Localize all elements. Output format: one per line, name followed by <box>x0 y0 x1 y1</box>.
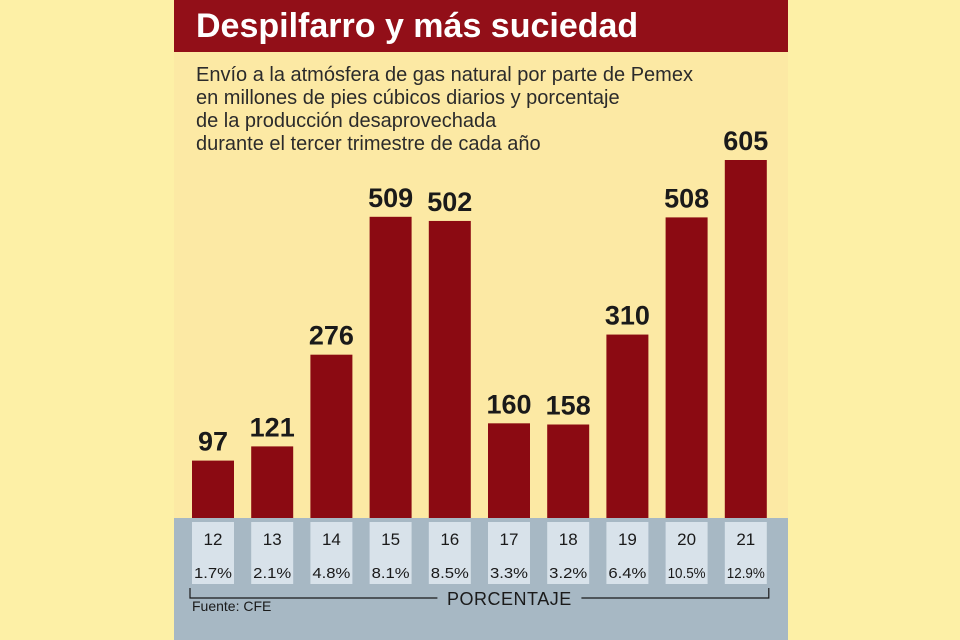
bar <box>428 220 471 518</box>
category-cell <box>369 522 412 584</box>
chart-title: Despilfarro y más suciedad <box>196 7 639 45</box>
subtitle-line: Envío a la atmósfera de gas natural por … <box>196 64 693 86</box>
subtitle-line: en millones de pies cúbicos diarios y po… <box>196 87 620 109</box>
percentage-label: 3.2% <box>549 565 587 582</box>
subtitle-line: de la producción desaprovechada <box>196 110 497 132</box>
category-cell <box>488 522 530 584</box>
bar-value-label: 508 <box>664 183 709 213</box>
category-label: 21 <box>736 530 755 549</box>
bar-value-label: 160 <box>486 389 531 419</box>
category-label: 15 <box>381 530 400 549</box>
percentage-label: 3.3% <box>490 565 528 582</box>
chart-subtitle: Envío a la atmósfera de gas natural por … <box>196 64 756 156</box>
bar-value-label: 121 <box>250 412 295 442</box>
bar-value-label: 276 <box>309 321 354 351</box>
category-cell <box>547 522 590 584</box>
bracket-label-backdrop <box>437 594 582 604</box>
bar <box>665 217 708 518</box>
percentage-label: 1.7% <box>194 565 232 582</box>
category-cell <box>724 522 767 584</box>
percentage-label: 8.1% <box>372 565 410 582</box>
category-label: 13 <box>263 530 282 549</box>
percentage-label: 8.5% <box>431 565 469 582</box>
category-cell <box>665 522 708 584</box>
bar-chart: 97 12 1.7% 121 13 2.1% 276 14 4.8% 509 15 8.1% 502 16… <box>189 126 770 609</box>
bar <box>251 446 294 518</box>
title-bar: Despilfarro y más suciedad <box>174 0 788 52</box>
bar <box>488 423 530 518</box>
bar <box>547 424 590 518</box>
category-label: 12 <box>204 530 223 549</box>
bar-value-label: 310 <box>605 301 650 331</box>
category-cell <box>192 522 234 584</box>
category-label: 16 <box>440 530 459 549</box>
percentage-axis-label: PORCENTAJE <box>447 589 572 609</box>
percentage-label: 12.9% <box>727 565 765 582</box>
category-cell <box>428 522 471 584</box>
category-label: 20 <box>677 530 696 549</box>
percentage-label: 4.8% <box>312 565 350 582</box>
bar <box>310 354 353 518</box>
category-label: 14 <box>322 530 341 549</box>
bar-value-label: 158 <box>546 391 591 421</box>
category-label: 19 <box>618 530 637 549</box>
bar <box>369 216 412 518</box>
category-label: 17 <box>500 530 519 549</box>
category-cell <box>310 522 353 584</box>
source-note: Fuente: CFE <box>192 598 272 614</box>
bar <box>606 334 649 518</box>
bar-value-label: 605 <box>723 126 768 156</box>
infographic-panel: Despilfarro y más suciedad Envío a la at… <box>174 0 788 640</box>
bar-value-label: 97 <box>198 427 228 457</box>
bar-value-label: 509 <box>368 183 413 213</box>
subtitle-line: durante el tercer trimestre de cada año <box>196 133 541 155</box>
category-cell <box>606 522 649 584</box>
bar <box>192 460 234 518</box>
percentage-label: 6.4% <box>608 565 646 582</box>
category-cell <box>251 522 294 584</box>
percentage-label: 10.5% <box>668 565 706 582</box>
category-label: 18 <box>559 530 578 549</box>
percentage-label: 2.1% <box>253 565 291 582</box>
bar-value-label: 502 <box>427 187 472 217</box>
bar <box>724 160 767 518</box>
